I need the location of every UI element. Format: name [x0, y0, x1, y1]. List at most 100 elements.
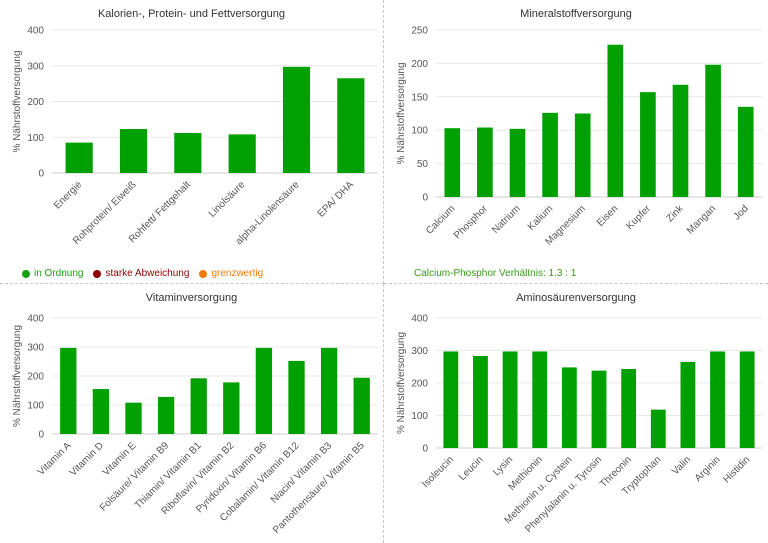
bar[interactable] [737, 106, 754, 197]
y-tick-label: 400 [27, 314, 44, 325]
y-tick-label: 0 [422, 193, 428, 204]
x-category-label: Eisen [595, 203, 620, 228]
bar[interactable] [353, 377, 370, 434]
legend-item-strong-deviation[interactable]: starke Abweichung [93, 268, 189, 279]
orange-dot-icon [199, 269, 208, 278]
bar[interactable] [174, 132, 202, 173]
x-category-label: Phosphor [452, 203, 491, 242]
legend: in Ordnung starke Abweichung grenzwertig [22, 268, 263, 279]
bar[interactable] [282, 66, 311, 173]
x-category-label: EPA/ DHA [316, 179, 356, 219]
bar[interactable] [607, 44, 624, 197]
red-dot-icon [93, 269, 102, 278]
bar[interactable] [672, 84, 689, 197]
y-tick-label: 300 [27, 61, 44, 72]
bar[interactable] [255, 347, 273, 434]
x-category-label: Niacin/ Vitamin B3 [269, 440, 335, 506]
minerals-chart: 0 50 100 150 200 250 % Nährstoffversorgung Calc… [396, 26, 762, 248]
y-tick-label: 300 [411, 346, 428, 357]
x-category-label: Histidin [721, 454, 752, 485]
y-tick-label: 150 [411, 92, 428, 103]
bar[interactable] [92, 389, 110, 434]
legend-label: in Ordnung [34, 268, 84, 279]
legend-label: grenzwertig [211, 268, 264, 279]
x-category-label: Kupfer [624, 203, 653, 232]
bar[interactable] [65, 142, 93, 173]
bar[interactable] [591, 370, 607, 448]
chart-title: Aminosäurenversorgung [516, 292, 636, 304]
y-tick-label: 100 [27, 401, 44, 412]
bar[interactable] [228, 134, 256, 173]
green-dot-icon [22, 269, 30, 278]
bar[interactable] [60, 347, 77, 434]
bar[interactable] [561, 367, 577, 448]
bar[interactable] [288, 360, 305, 434]
bar[interactable] [190, 378, 207, 434]
chart-title: Vitaminversorgung [145, 292, 238, 304]
y-tick-label: 0 [38, 169, 44, 180]
bar[interactable] [502, 351, 518, 448]
chart-panel-calories: Kalorien-, Protein- und Fettversorgung 0… [0, 0, 384, 284]
x-category-label: Arginin [693, 454, 723, 484]
bar[interactable] [443, 351, 459, 448]
amino-acids-chart: 0 100 200 300 400 % Nährstoffversorgung Isoleu… [396, 314, 762, 535]
bar[interactable] [650, 409, 666, 448]
bar[interactable] [574, 113, 591, 198]
bar[interactable] [444, 128, 461, 197]
bar[interactable] [532, 351, 548, 448]
x-category-label: Energie [52, 179, 84, 211]
y-tick-label: 200 [411, 379, 428, 390]
bar[interactable] [223, 382, 240, 434]
bar[interactable] [477, 127, 493, 197]
bar[interactable] [125, 402, 142, 434]
y-tick-label: 100 [411, 411, 428, 422]
bar[interactable] [320, 347, 338, 434]
x-category-label: Natrium [490, 203, 523, 236]
y-axis-label: % Nährstoffversorgung [12, 325, 23, 427]
legend-label: starke Abweichung [105, 268, 190, 279]
bar[interactable] [640, 92, 656, 197]
y-tick-label: 0 [38, 430, 44, 441]
y-tick-label: 300 [27, 343, 44, 354]
y-axis-label: % Nährstoffversorgung [396, 332, 407, 434]
bar[interactable] [680, 361, 696, 448]
chart-panel-vitamins: Vitaminversorgung 0 100 200 300 400 % Nährsto… [0, 284, 384, 543]
bar[interactable] [739, 351, 755, 448]
y-tick-label: 400 [27, 26, 44, 37]
y-axis-label: % Nährstoffversorgung [12, 50, 23, 152]
y-tick-label: 0 [422, 444, 428, 455]
calories-chart: 0 100 200 300 400 % Nährstoffversorgung Energi… [12, 26, 378, 247]
legend-item-borderline[interactable]: grenzwertig [199, 268, 263, 279]
bar[interactable] [509, 128, 526, 197]
bar[interactable] [710, 351, 725, 448]
x-category-label: Lysin [491, 454, 515, 478]
bar[interactable] [119, 129, 148, 173]
y-tick-label: 100 [411, 126, 428, 137]
x-category-label: Mangan [685, 203, 718, 236]
y-tick-label: 200 [27, 372, 44, 383]
x-category-label: Linolsäure [207, 179, 248, 220]
y-tick-label: 200 [411, 59, 428, 70]
y-tick-label: 50 [417, 159, 429, 170]
x-category-label: Rohfett/ Fettgehalt [127, 179, 193, 245]
x-category-label: Calcium [424, 203, 457, 236]
calcium-phosphor-ratio: Calcium-Phosphor Verhältnis: 1.3 : 1 [414, 268, 577, 279]
y-axis-label: % Nährstoffversorgung [396, 62, 407, 164]
bar[interactable] [337, 78, 365, 173]
x-category-label: Kalium [526, 203, 555, 232]
bar[interactable] [542, 112, 558, 197]
x-category-label: Isoleucin [420, 454, 456, 490]
chart-title: Kalorien-, Protein- und Fettversorgung [97, 8, 286, 20]
bar[interactable] [705, 64, 721, 198]
chart-panel-minerals: Mineralstoffversorgung 0 50 100 150 200 250 % … [384, 0, 768, 284]
chart-panel-amino-acids: Aminosäurenversorgung 0 100 200 300 400 % Näh… [384, 284, 768, 543]
bar[interactable] [157, 396, 175, 434]
legend-item-ok[interactable]: in Ordnung [22, 268, 83, 279]
x-category-label: Valin [670, 454, 693, 477]
x-category-label: Jod [732, 203, 751, 222]
x-category-label: Leucin [457, 454, 486, 483]
vitamins-chart: 0 100 200 300 400 % Nährstoffversorgung Vitami… [12, 314, 378, 536]
bar[interactable] [621, 369, 637, 448]
bar[interactable] [473, 356, 488, 448]
x-category-label: Vitamin D [68, 440, 106, 478]
